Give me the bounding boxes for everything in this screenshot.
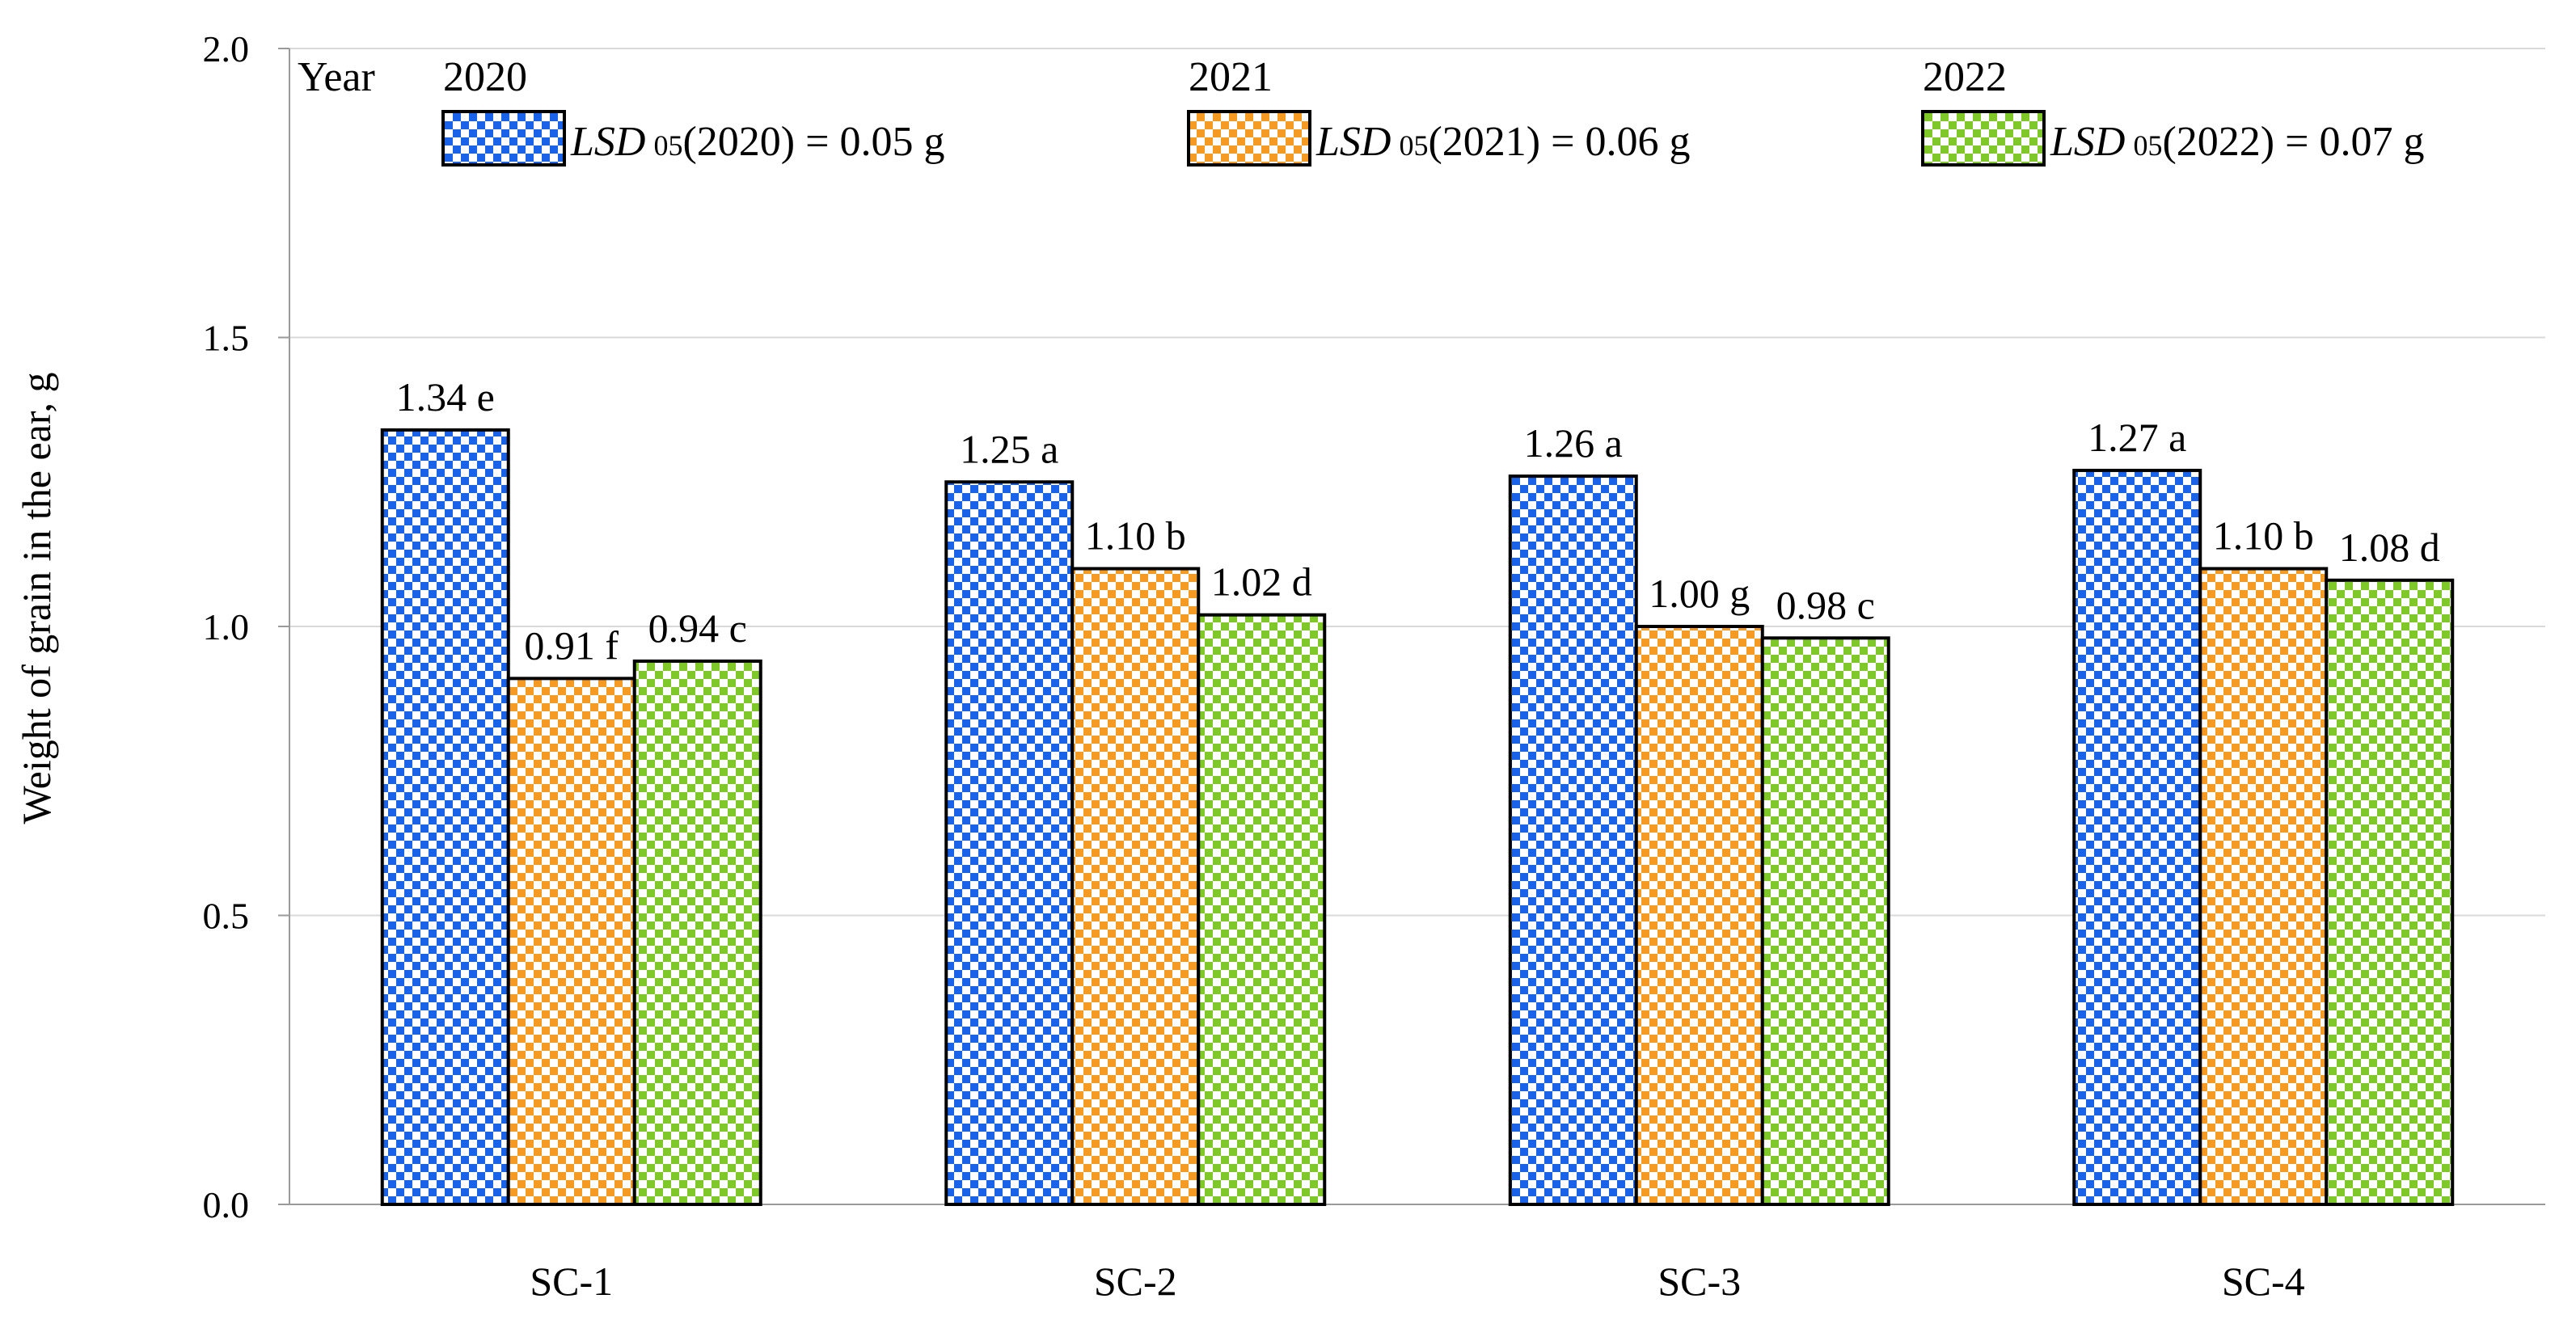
bar-2021-sc-2 (1071, 567, 1201, 1206)
y-tick-label: 0.5 (203, 896, 250, 937)
legend-year-label: 2021 (1189, 54, 1273, 100)
bar-2020-sc-2 (944, 480, 1075, 1206)
bar-2021-sc-4 (2198, 567, 2329, 1206)
data-labels: 1.34 e 0.91 f 0.94 c 1.25 a 1.10 b 1.02 d 1.26… (396, 374, 2440, 668)
bar-data-label: 1.27 a (2088, 415, 2186, 460)
x-category-label: SC-4 (2222, 1259, 2305, 1304)
bars (380, 428, 2455, 1206)
x-category-label: SC-2 (1094, 1259, 1177, 1304)
bar-data-label: 0.91 f (524, 622, 619, 668)
bar-2021-sc-3 (1634, 625, 1764, 1206)
bar-data-label: 1.34 e (396, 374, 495, 420)
bar-2022-sc-2 (1197, 613, 1327, 1206)
bar-2022-sc-3 (1760, 636, 1890, 1206)
bar-data-label: 1.08 d (2339, 525, 2440, 570)
bar-2020-sc-3 (1508, 474, 1638, 1206)
bar-2020-sc-4 (2072, 468, 2202, 1206)
legend-title: Year (298, 54, 375, 100)
y-tick-label: 1.5 (203, 318, 250, 359)
bar-2022-sc-4 (2325, 578, 2455, 1206)
legend-lsd-label: LSD 05(2022) = 0.07 g (2050, 119, 2424, 165)
legend: Year 2020 LSD 05(2020) = 0.05 g 2021 LSD 05(20… (298, 54, 2424, 167)
bar-data-label: 1.02 d (1211, 559, 1312, 605)
bar-2021-sc-1 (506, 677, 636, 1206)
bar-2020-sc-1 (380, 428, 510, 1206)
y-tick-label: 0.0 (203, 1184, 250, 1225)
y-axis-label: Weight of grain in the ear, g (14, 372, 59, 824)
axes: 0.0 0.5 1.0 1.5 2.0 SC-1 SC-2 SC-3 SC-4 (203, 28, 2545, 1304)
bar-data-label: 1.25 a (960, 426, 1058, 471)
y-tick-label: 1.0 (203, 606, 250, 647)
x-category-label: SC-3 (1658, 1259, 1741, 1304)
bar-data-label: 1.10 b (2213, 513, 2314, 559)
legend-swatch-2022 (1921, 110, 2046, 167)
bar-2022-sc-1 (632, 659, 762, 1206)
y-tick-label: 2.0 (203, 28, 250, 70)
bar-data-label: 1.26 a (1524, 420, 1623, 466)
bar-data-label: 0.94 c (648, 605, 747, 651)
x-category-label: SC-1 (530, 1259, 613, 1304)
legend-year-label: 2020 (443, 54, 527, 100)
legend-swatch-2020 (441, 110, 566, 167)
legend-year-label: 2022 (1923, 54, 2007, 100)
legend-lsd-label: LSD 05(2021) = 0.06 g (1315, 119, 1690, 165)
legend-swatch-2021 (1187, 110, 1311, 167)
bar-data-label: 0.98 c (1776, 582, 1875, 627)
bar-data-label: 1.00 g (1649, 571, 1750, 616)
legend-lsd-label: LSD 05(2020) = 0.05 g (570, 119, 944, 165)
bar-data-label: 1.10 b (1085, 513, 1186, 559)
